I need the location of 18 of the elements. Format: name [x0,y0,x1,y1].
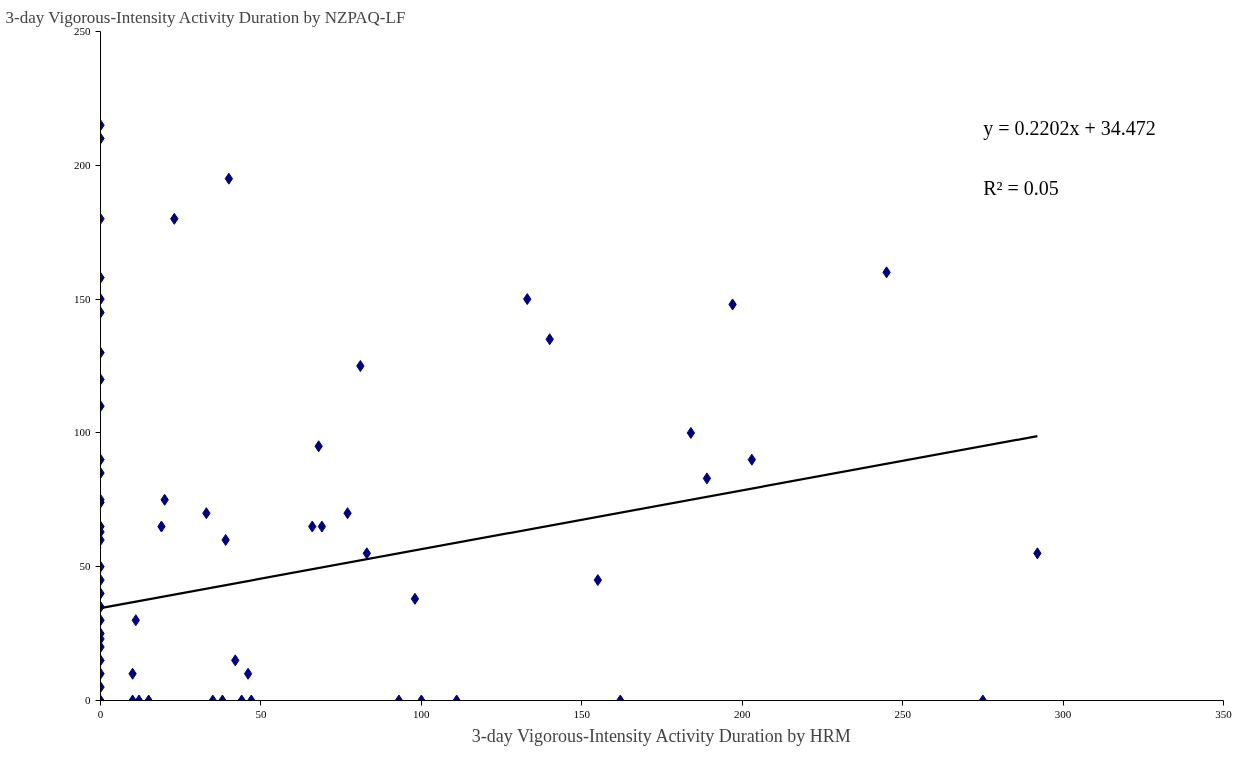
y-tick-label: 200 [74,158,91,171]
annotation: R² = 0.05 [983,176,1059,199]
x-tick-label: 250 [894,707,912,720]
x-tick-label: 100 [413,707,431,720]
y-tick-label: 50 [79,560,91,573]
y-tick-label: 150 [74,292,91,305]
x-tick-label: 50 [255,707,267,720]
y-tick-label: 250 [74,25,91,37]
x-tick-label: 0 [97,707,104,720]
x-tick-label: 200 [733,707,751,720]
x-tick-label: 350 [1215,707,1233,720]
x-tick-label: 150 [573,707,591,720]
y-tick-label: 100 [74,426,91,439]
x-axis-title: 3-day Vigorous-Intensity Activity Duration by HRM [471,725,851,746]
y-tick-label: 0 [85,694,91,706]
annotation: y = 0.2202x + 34.472 [983,116,1156,140]
y-axis-title: 3-day Vigorous-Intensity Activity Duration by NZPAQ-LF [5,7,406,27]
x-tick-label: 300 [1054,707,1072,720]
